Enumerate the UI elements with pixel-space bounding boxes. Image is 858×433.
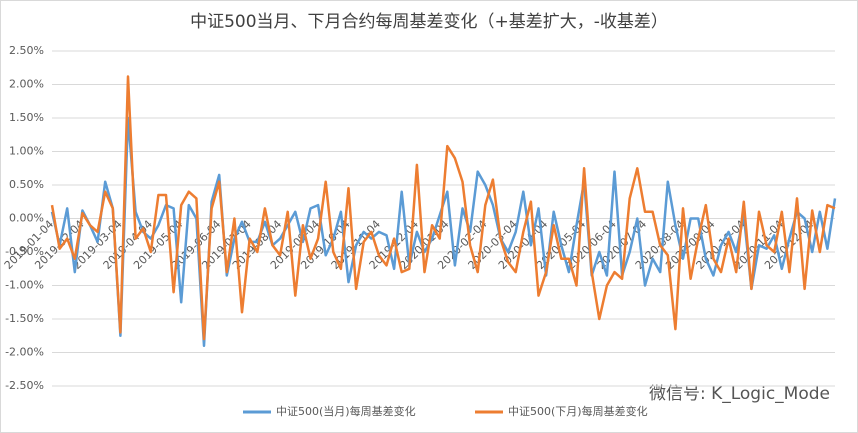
y-tick-label: 0.00%	[9, 212, 44, 225]
legend-label: 中证500(下月)每周基差变化	[508, 404, 648, 418]
y-tick-label: -2.00%	[5, 346, 44, 359]
y-tick-label: 1.00%	[9, 145, 44, 158]
y-tick-label: -2.50%	[5, 379, 44, 392]
y-tick-label: -0.50%	[5, 245, 44, 258]
series-line	[50, 75, 836, 341]
watermark: 微信号: K_Logic_Mode	[649, 384, 830, 404]
y-tick-label: 2.00%	[9, 78, 44, 91]
legend-label: 中证500(当月)每周基差变化	[276, 404, 416, 418]
chart-title: 中证500当月、下月合约每周基差变化（+基差扩大，-收基差）	[190, 12, 668, 32]
y-tick-label: 1.50%	[9, 111, 44, 124]
y-tick-label: 2.50%	[9, 44, 44, 57]
y-tick-label: 0.50%	[9, 178, 44, 191]
y-tick-label: -1.00%	[5, 279, 44, 292]
y-tick-label: -1.50%	[5, 312, 44, 325]
